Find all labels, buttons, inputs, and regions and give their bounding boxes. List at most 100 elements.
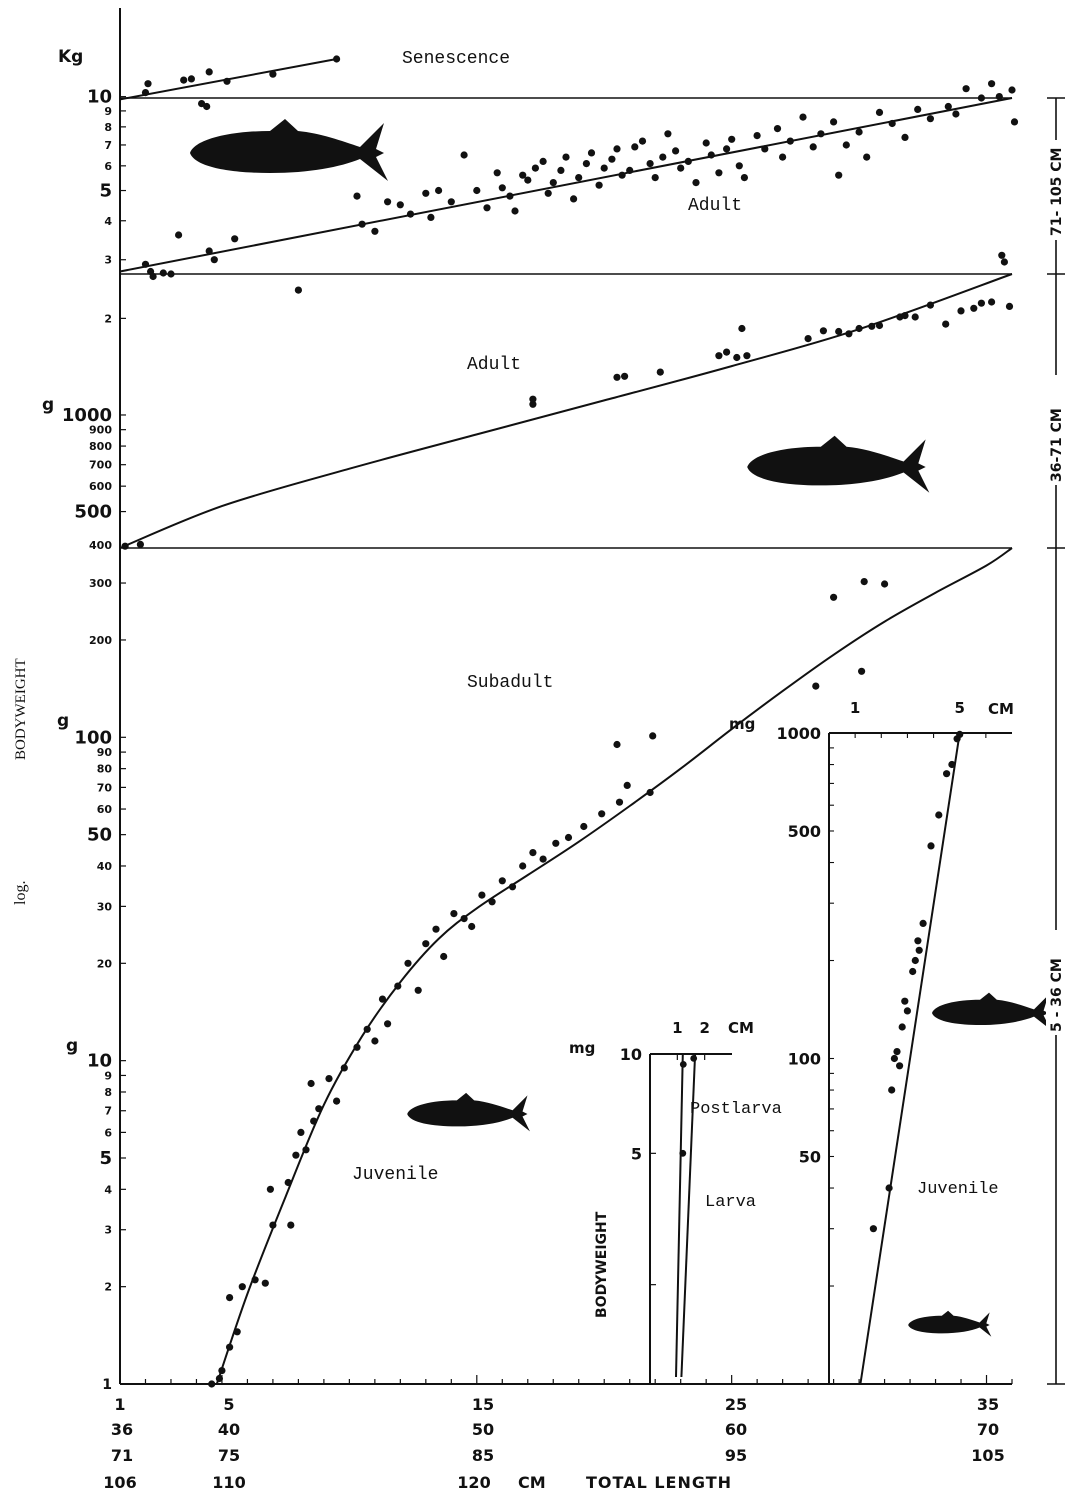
data-point-bottom: [830, 593, 838, 601]
data-point-bottom: [333, 1097, 341, 1105]
y-tick-label-bottom: 20: [97, 957, 113, 970]
stage-label-juvenile-inset: Juvenile: [917, 1180, 999, 1199]
data-point-top: [842, 141, 850, 149]
data-point-middle: [656, 368, 664, 376]
data-point-top: [175, 231, 183, 239]
data-point-top: [524, 176, 532, 184]
x-tick-label: 85: [472, 1446, 494, 1465]
data-point-bottom: [468, 922, 476, 931]
data-point-top: [223, 77, 231, 85]
inset-juvenile-data-point: [903, 1007, 912, 1015]
fish-body: [407, 1092, 530, 1132]
fish-body: [747, 435, 930, 493]
y-tick-label-top: 7: [104, 139, 112, 152]
inset-juvenile-data-point: [909, 967, 917, 976]
data-point-bottom: [325, 1075, 333, 1083]
x-tick-label: 106: [103, 1473, 136, 1492]
data-point-bottom: [858, 667, 866, 675]
data-point-top: [141, 89, 150, 97]
data-point-bottom: [238, 1283, 246, 1291]
data-point-top: [422, 189, 430, 197]
data-point-bottom: [269, 1221, 277, 1229]
data-point-bottom: [371, 1037, 379, 1045]
data-point-top: [1000, 258, 1009, 266]
inset-larva-x-tick-label: 2: [699, 1019, 709, 1037]
data-point-top: [203, 102, 211, 111]
adult-fit-line-top: [119, 97, 1013, 273]
data-point-middle: [970, 304, 978, 312]
inset-juvenile-data-point: [943, 770, 951, 778]
x-tick-label: 95: [725, 1446, 747, 1465]
data-point-top: [149, 272, 157, 281]
fish-silhouette-icon: [932, 992, 1051, 1030]
fish-silhouette-icon: [908, 1310, 992, 1337]
data-point-top: [786, 137, 794, 145]
y-tick-label-bottom: 8: [104, 1086, 112, 1099]
x-tick-label: 120: [457, 1473, 490, 1492]
data-point-top: [506, 192, 514, 200]
data-point-top: [447, 198, 455, 206]
x-tick-row-2: 71 75 85 95 105: [111, 1446, 1005, 1465]
inset-juvenile-data-point: [948, 760, 956, 769]
data-point-top: [371, 227, 379, 235]
inset-juvenile-x-tick-label: 1: [850, 699, 860, 717]
data-point-bottom: [353, 1043, 361, 1051]
x-tick-label: 75: [218, 1446, 240, 1465]
data-point-middle: [738, 324, 746, 333]
inset-larva-data-point: [679, 1061, 687, 1068]
data-point-middle: [819, 327, 828, 335]
y-tick-label-bottom: 70: [97, 781, 113, 794]
data-point-middle: [613, 373, 621, 381]
data-point-top: [493, 169, 501, 177]
data-point-top: [863, 153, 871, 161]
data-point-top: [498, 184, 506, 192]
data-point-bottom: [580, 822, 588, 831]
y-tick-label-bottom: 40: [97, 860, 113, 873]
data-point-top: [817, 130, 825, 138]
data-point-middle: [529, 395, 537, 403]
inset-larva-fit-line: [675, 1053, 684, 1378]
data-point-bottom: [226, 1343, 234, 1351]
data-point-top: [664, 130, 672, 138]
data-point-bottom: [287, 1221, 295, 1229]
data-point-middle: [855, 324, 863, 333]
y-tick-label-top: 5: [99, 181, 112, 202]
fish-silhouette-icon: [407, 1092, 530, 1132]
inset-juvenile-y-tick-label: 500: [788, 822, 821, 841]
unit-g-middle: g: [42, 395, 54, 415]
data-point-bottom: [261, 1279, 269, 1287]
data-point-bottom: [384, 1020, 392, 1028]
range-label-36-71: 36-71 CM: [1049, 408, 1065, 482]
data-point-top: [677, 164, 685, 172]
y-tick-label-middle: 400: [89, 539, 112, 552]
y-axis-scale-label: log.: [12, 881, 29, 905]
inset-juvenile-data-point: [901, 997, 909, 1005]
data-point-top: [1010, 118, 1019, 126]
data-point-top: [962, 85, 970, 93]
data-point-top: [562, 153, 570, 161]
data-point-bottom: [404, 959, 412, 967]
data-point-top: [944, 102, 952, 111]
data-point-bottom: [529, 849, 537, 857]
data-point-top: [799, 113, 807, 121]
data-point-bottom: [292, 1151, 300, 1159]
inset-juvenile-data-point: [896, 1062, 904, 1070]
data-point-top: [855, 128, 863, 136]
x-tick-label: 70: [977, 1420, 999, 1439]
data-point-middle: [1005, 302, 1014, 310]
data-point-top: [761, 145, 769, 153]
data-point-bottom: [215, 1374, 223, 1383]
data-point-top: [692, 179, 700, 187]
data-point-top: [531, 164, 540, 172]
stage-label-adult-top: Adult: [688, 196, 742, 216]
y-tick-label-bottom: 5: [99, 1148, 112, 1169]
data-point-top: [659, 153, 667, 161]
data-point-middle: [845, 330, 853, 338]
subadult-fit-curve: [215, 547, 1013, 1385]
data-point-top: [988, 80, 996, 88]
data-point-middle: [957, 307, 965, 315]
data-point-bottom: [519, 862, 527, 870]
y-axis-label: BODYWEIGHT: [13, 658, 29, 760]
y-tick-label-bottom: 1: [102, 1377, 112, 1393]
